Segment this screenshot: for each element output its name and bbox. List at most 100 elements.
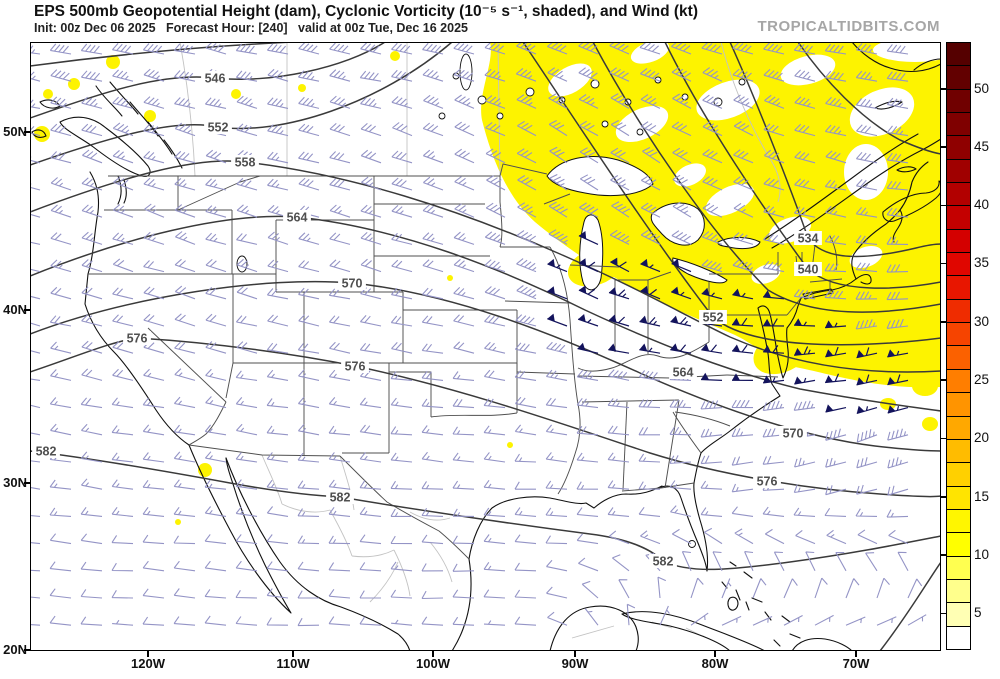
colorbar-cell <box>947 228 970 253</box>
colorbar-cell <box>947 462 970 486</box>
colorbar-tick-label: 50 <box>974 80 990 96</box>
colorbar-tick-label: 15 <box>974 488 990 504</box>
colorbar-cell <box>947 182 970 206</box>
colorbar-cell <box>947 392 970 416</box>
contour-label: 576 <box>345 360 366 374</box>
colorbar-tick-label: 5 <box>974 605 982 621</box>
contour-label-box <box>699 310 727 324</box>
weather-map-svg: 546 552 558 564 570 576 576 582 582 582 534 540 552 5… <box>30 42 941 651</box>
lon-tick-mark <box>714 651 716 657</box>
colorbar-cell <box>947 508 970 533</box>
colorbar-tick-mark <box>941 496 946 498</box>
lat-tick-mark <box>24 131 30 133</box>
contour-label-box <box>32 444 60 458</box>
contour-label-box <box>326 490 354 504</box>
lon-tick-mark <box>147 651 149 657</box>
lon-tick-mark <box>855 651 857 657</box>
map-canvas: 546 552 558 564 570 576 576 582 582 582 534 540 552 5… <box>30 42 941 651</box>
lon-tick-label: 70W <box>842 656 870 671</box>
contour-label-box <box>794 231 822 245</box>
lon-tick-label: 90W <box>561 656 589 671</box>
contour-label: 570 <box>783 427 804 441</box>
lon-tick-label: 110W <box>276 656 310 671</box>
colorbar-cell <box>947 275 970 299</box>
contour-label-box <box>231 155 259 169</box>
colorbar-tick-mark <box>941 146 946 148</box>
colorbar-cell <box>947 625 970 649</box>
lon-tick-label: 80W <box>701 656 729 671</box>
lon-tick-mark <box>432 651 434 657</box>
colorbar-tick-mark <box>941 554 946 556</box>
colorbar-cell <box>947 485 970 509</box>
contour-label: 552 <box>703 311 724 325</box>
contour-label: 564 <box>287 211 308 225</box>
contour-label-box <box>201 71 229 85</box>
colorbar-cell <box>947 555 970 579</box>
colorbar-cell <box>947 368 970 393</box>
contour-label: 558 <box>235 156 256 170</box>
contour-label: 582 <box>653 555 674 569</box>
contour-label-box <box>341 359 369 373</box>
colorbar-cell <box>947 158 970 183</box>
contour-label: 546 <box>205 72 226 86</box>
lon-tick-label: 120W <box>131 656 165 671</box>
colorbar-cell <box>947 88 970 113</box>
vorticity-shading-layer <box>34 42 941 525</box>
contour-label-box <box>669 365 697 379</box>
colorbar-tick-label: 10 <box>974 546 990 562</box>
lon-tick-mark <box>292 651 294 657</box>
site-watermark: TROPICALTIDBITS.COM <box>757 18 940 35</box>
colorbar-tick-mark <box>941 262 946 265</box>
contour-labels-layer: 546 552 558 564 570 576 576 582 582 582 534 540 552 5… <box>32 71 822 569</box>
contour-label: 576 <box>757 475 778 489</box>
colorbar-tick-label: 30 <box>974 313 990 329</box>
contour-label-box <box>338 276 366 290</box>
contour-label: 534 <box>798 232 819 246</box>
colorbar-tick-label: 45 <box>974 138 990 154</box>
contour-label: 552 <box>208 121 229 135</box>
colorbar-tick-mark <box>941 612 946 615</box>
colorbar-cell <box>947 65 970 89</box>
contour-label-box <box>753 474 781 488</box>
colorbar-tick-mark <box>941 321 946 323</box>
lat-tick-mark <box>24 482 30 484</box>
vorticity-colorbar <box>946 42 971 650</box>
colorbar-tick-label: 40 <box>974 197 990 213</box>
contour-label: 576 <box>127 332 148 346</box>
contour-label: 540 <box>798 263 819 277</box>
colorbar-cell <box>947 438 970 463</box>
contour-label-box <box>283 210 311 224</box>
colorbar-cell <box>947 415 970 439</box>
lat-tick-label: 30N <box>3 475 27 490</box>
colorbar-cell <box>947 322 970 346</box>
colorbar-tick-label: 25 <box>974 371 990 387</box>
contour-label: 582 <box>330 491 351 505</box>
lat-tick-label: 40N <box>3 302 27 317</box>
init-forecast-valid-line: Init: 00z Dec 06 2025 Forecast Hour: [24… <box>34 21 468 35</box>
lat-tick-mark <box>24 649 30 651</box>
contour-label-box <box>649 554 677 568</box>
colorbar-cell <box>947 112 970 136</box>
colorbar-tick-label: 35 <box>974 255 990 271</box>
colorbar-tick-mark <box>941 379 946 381</box>
contour-label: 570 <box>342 277 363 291</box>
contour-label-box <box>123 331 151 345</box>
colorbar-tick-label: 20 <box>974 430 990 446</box>
lat-tick-label: 20N <box>3 642 27 657</box>
colorbar-tick-mark <box>941 88 946 90</box>
contour-label: 582 <box>36 445 57 459</box>
colorbar-cell <box>947 602 970 626</box>
lat-tick-mark <box>24 309 30 311</box>
colorbar-cell <box>947 135 970 159</box>
colorbar-cell <box>947 298 970 323</box>
contour-label-box <box>204 120 232 134</box>
colorbar-cell <box>947 578 970 603</box>
lon-tick-label: 100W <box>416 656 450 671</box>
lon-tick-mark <box>574 651 576 657</box>
colorbar-cell <box>947 532 970 556</box>
chart-title: EPS 500mb Geopotential Height (dam), Cyc… <box>34 3 698 20</box>
contour-label-box <box>794 262 822 276</box>
colorbar-tick-mark <box>941 437 946 440</box>
colorbar-cell <box>947 205 970 229</box>
